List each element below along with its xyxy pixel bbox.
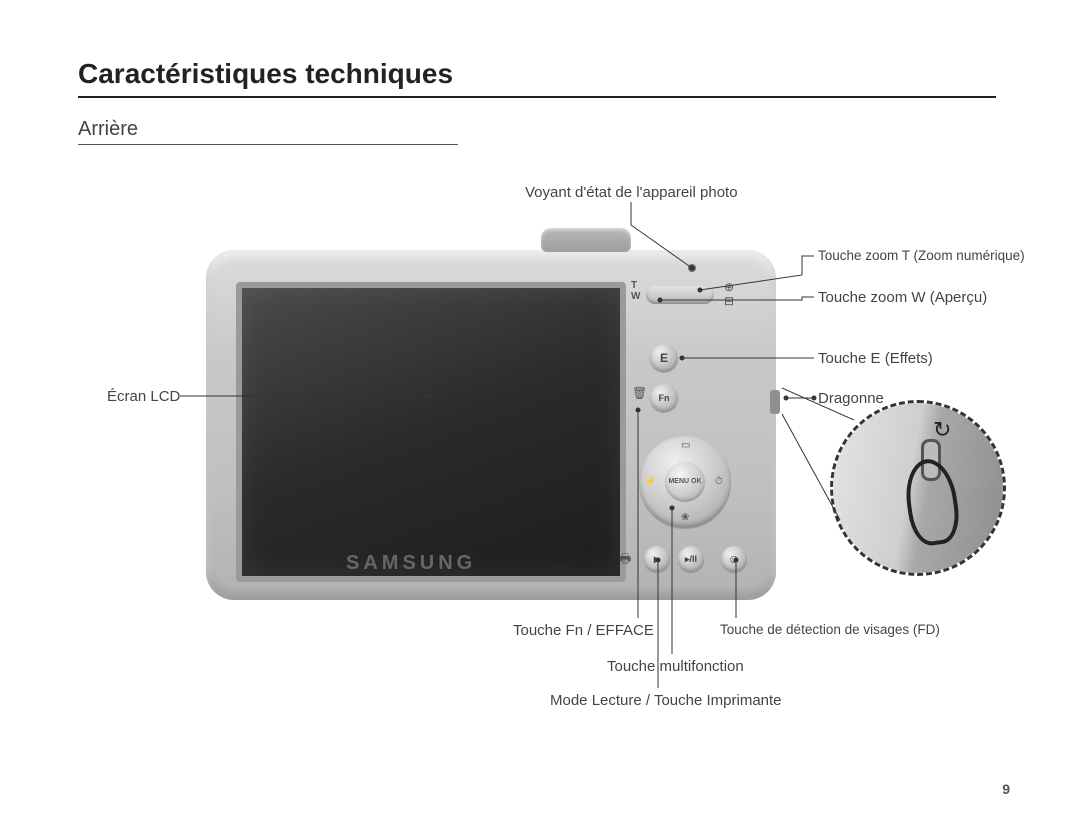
e-button: E bbox=[650, 344, 678, 372]
fn-button: Fn bbox=[650, 384, 678, 412]
menu-ok-button: MENU OK bbox=[665, 462, 705, 502]
flash-icon: ⚡ bbox=[644, 476, 656, 487]
callout-lcd: Écran LCD bbox=[107, 388, 180, 405]
subtitle-rule bbox=[78, 144, 458, 145]
lcd-screen bbox=[236, 282, 626, 582]
macro-icon: ❀ bbox=[681, 512, 689, 523]
zoom-tw-label: TW bbox=[631, 280, 640, 302]
callout-multi: Touche multifonction bbox=[607, 658, 744, 675]
strap-arrow-icon: ↻ bbox=[933, 417, 951, 443]
display-icon: ▭ bbox=[681, 440, 690, 451]
callout-strap: Dragonne bbox=[818, 390, 884, 407]
page-title: Caractéristiques techniques bbox=[78, 58, 453, 90]
strap-detail-circle: ↻ bbox=[830, 400, 1006, 576]
manual-page: { "page": { "title": "Caractéristiques t… bbox=[0, 0, 1080, 815]
zoom-magnifier-icon: ⊕⊟ bbox=[724, 280, 734, 308]
callout-play-print: Mode Lecture / Touche Imprimante bbox=[550, 692, 782, 709]
callout-status-led: Voyant d'état de l'appareil photo bbox=[525, 184, 738, 201]
page-subtitle: Arrière bbox=[78, 118, 138, 141]
play-pause-button: ▸/II bbox=[678, 546, 704, 572]
page-number: 9 bbox=[1002, 781, 1010, 797]
callout-fn: Touche Fn / EFFACE bbox=[513, 622, 654, 639]
brand-logo: SAMSUNG bbox=[346, 552, 476, 575]
printer-icon: 🖶 bbox=[619, 550, 631, 572]
timer-icon: ⏱ bbox=[715, 476, 723, 487]
status-led bbox=[688, 264, 696, 272]
trash-icon: 🗑 bbox=[632, 386, 647, 400]
callout-zoom-w: Touche zoom W (Aperçu) bbox=[818, 289, 987, 306]
strap-lug bbox=[770, 390, 780, 414]
camera-body: SAMSUNG TW ⊕⊟ E Fn 🗑 MENU OK ▭ ⚡ ⏱ ❀ 🖶 ▸… bbox=[206, 250, 776, 600]
zoom-rocker bbox=[646, 286, 714, 304]
callout-fd: Touche de détection de visages (FD) bbox=[720, 622, 940, 637]
play-print-button: ▸ bbox=[644, 546, 670, 572]
title-rule bbox=[78, 96, 996, 98]
fd-button: ☺ bbox=[721, 546, 747, 572]
callout-zoom-t: Touche zoom T (Zoom numérique) bbox=[818, 248, 1025, 263]
multifunction-ring: MENU OK ▭ ⚡ ⏱ ❀ bbox=[639, 436, 731, 528]
callout-e: Touche E (Effets) bbox=[818, 350, 933, 367]
